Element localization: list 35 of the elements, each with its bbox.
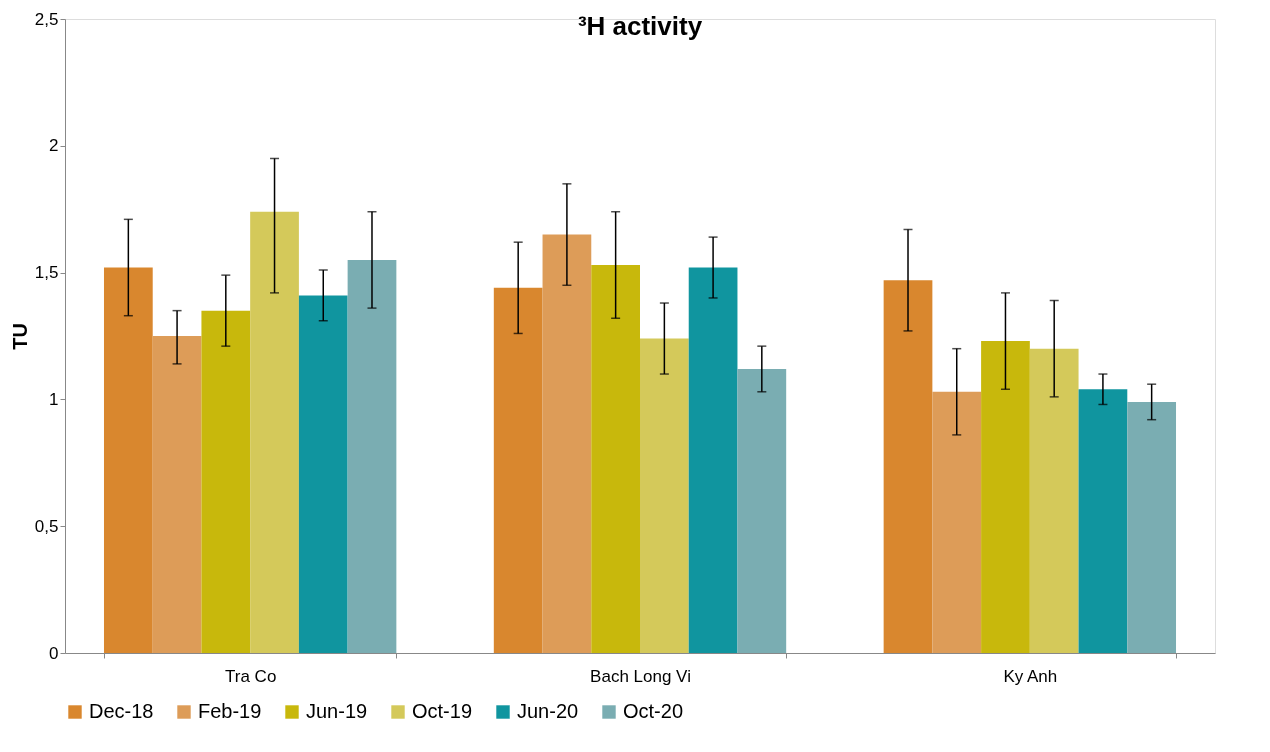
- bar: [1078, 389, 1128, 653]
- x-tick-label: Ky Anh: [1003, 666, 1058, 686]
- y-tick-label: 0: [49, 643, 59, 663]
- legend-label: Jun-19: [306, 700, 368, 722]
- chart-title: ³H activity: [577, 11, 703, 41]
- bar: [688, 267, 738, 653]
- bar: [1029, 348, 1079, 653]
- bar: [298, 295, 348, 653]
- bar: [1127, 401, 1177, 653]
- bar: [542, 234, 592, 653]
- x-tick-label: Bach Long Vi: [590, 666, 691, 686]
- bar: [250, 211, 299, 653]
- y-tick-label: 1,5: [34, 263, 59, 283]
- bar: [640, 338, 689, 653]
- bar: [883, 280, 933, 653]
- y-tick-label: 2: [49, 136, 59, 156]
- legend-label: Feb-19: [198, 700, 262, 722]
- y-axis-title: TU: [8, 323, 31, 350]
- bar: [103, 267, 153, 653]
- bar: [981, 341, 1030, 653]
- x-tick-label: Tra Co: [225, 666, 277, 686]
- bar: [493, 287, 543, 653]
- bar: [591, 264, 640, 653]
- y-tick-label: 2,5: [34, 9, 59, 29]
- y-tick-label: 0,5: [34, 516, 59, 536]
- bar: [932, 391, 982, 653]
- bar: [347, 259, 397, 653]
- legend-label: Dec-18: [89, 700, 154, 722]
- legend-label: Oct-19: [412, 700, 473, 722]
- bar: [737, 368, 787, 653]
- y-tick-label: 1: [49, 389, 59, 409]
- bar: [152, 336, 202, 653]
- legend-label: Oct-20: [623, 700, 684, 722]
- legend-label: Jun-20: [517, 700, 579, 722]
- bar: [201, 310, 251, 653]
